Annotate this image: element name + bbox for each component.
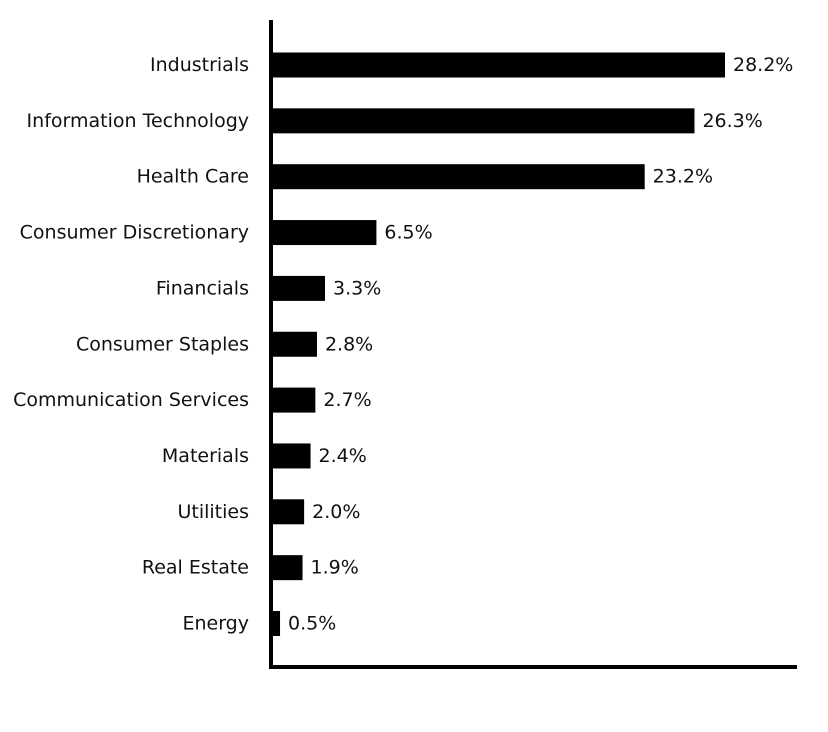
bar-communication-services (272, 387, 316, 413)
category-label: Materials (162, 445, 249, 467)
bars-group (272, 52, 725, 636)
bar-real-estate (272, 555, 303, 581)
value-label: 0.5% (288, 613, 336, 635)
bar-industrials (272, 52, 725, 78)
value-label: 2.7% (323, 389, 371, 411)
value-label: 3.3% (333, 277, 381, 299)
category-label: Financials (156, 277, 249, 299)
bar-energy (272, 611, 281, 636)
value-label: 2.4% (319, 445, 367, 467)
bar-consumer-discretionary (272, 220, 377, 246)
bar-financials (272, 275, 326, 301)
value-label: 2.8% (325, 333, 373, 355)
value-label: 23.2% (653, 166, 713, 188)
value-label: 2.0% (312, 501, 360, 523)
category-label: Industrials (150, 54, 249, 76)
category-label: Information Technology (27, 110, 249, 132)
value-label: 26.3% (702, 110, 762, 132)
category-label: Consumer Discretionary (20, 222, 249, 244)
category-labels-group: Industrials Information Technology Health … (13, 54, 249, 635)
value-labels-group: 28.2% 26.3% 23.2% 6.5% 3.3% 2.8% 2.7% 2.4% 2.0% 1… (288, 54, 793, 635)
category-label: Utilities (177, 501, 249, 523)
bar-health-care (272, 164, 645, 190)
category-label: Consumer Staples (76, 333, 249, 355)
value-label: 6.5% (384, 222, 432, 244)
bar-materials (272, 443, 311, 469)
category-label: Energy (182, 613, 249, 635)
category-label: Health Care (137, 166, 249, 188)
category-label: Real Estate (142, 557, 249, 579)
category-label: Communication Services (13, 389, 249, 411)
value-label: 1.9% (311, 557, 359, 579)
bar-consumer-staples (272, 331, 317, 357)
value-label: 28.2% (733, 54, 793, 76)
bar-information-technology (272, 108, 695, 134)
bar-utilities (272, 499, 305, 525)
